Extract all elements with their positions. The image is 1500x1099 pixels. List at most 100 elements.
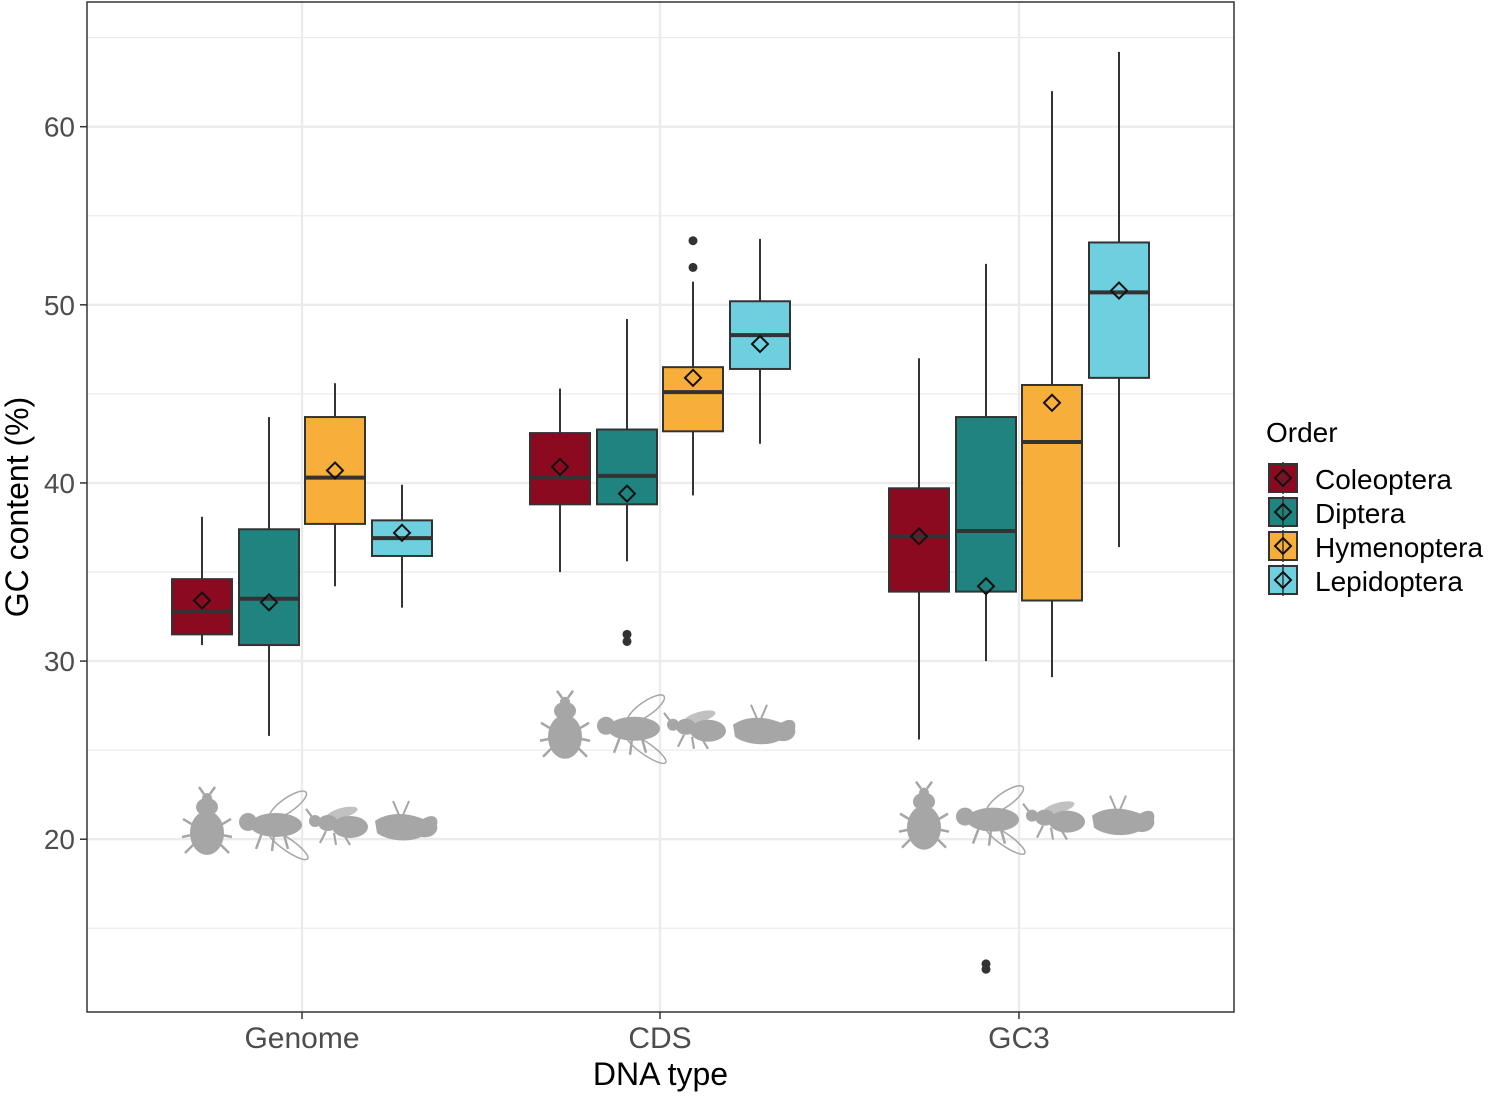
moth-icon <box>1092 795 1155 836</box>
fly-wing-lower <box>625 733 667 765</box>
insect-silhouettes <box>181 690 1155 861</box>
mean-marker <box>976 576 996 596</box>
box-iqr <box>171 578 233 636</box>
beetle-pronotum <box>554 701 576 720</box>
box-coleoptera-cds <box>529 388 591 573</box>
outlier-point <box>688 262 698 272</box>
box-diptera-genome <box>238 417 300 736</box>
wasp-abdomen <box>690 719 726 742</box>
outlier-point <box>688 236 698 246</box>
moth-icon <box>733 704 796 745</box>
box-iqr <box>1088 241 1150 379</box>
mean-marker <box>259 592 279 612</box>
beetle-icon <box>539 690 591 759</box>
legend-item-lepidoptera: Lepidoptera <box>1268 564 1463 597</box>
moth-antennae <box>1109 795 1127 811</box>
box-lepidoptera-gc3 <box>1088 51 1150 548</box>
fly-icon <box>239 790 309 861</box>
fly-wing-upper <box>985 785 1025 815</box>
wasp-icon <box>305 806 368 846</box>
fly-body <box>608 716 660 741</box>
wasp-legs <box>305 808 351 846</box>
legend-key-mean <box>1273 502 1293 522</box>
wasp-abdomen <box>1049 810 1085 833</box>
mean-marker <box>909 526 929 546</box>
mean-marker <box>392 523 412 543</box>
box-iqr <box>662 366 724 433</box>
y-axis-title: GC content (%) <box>0 397 35 618</box>
fly-wing-lower <box>267 829 309 861</box>
box-iqr <box>596 428 658 506</box>
beetle-head <box>202 792 212 803</box>
mean-marker <box>617 484 637 504</box>
moth-antennae <box>392 800 410 816</box>
beetle-icon <box>181 786 233 855</box>
fly-wing-upper <box>626 694 666 724</box>
legend: Order ColeopteraDipteraHymenopteraLepido… <box>1266 417 1484 597</box>
beetle-legs <box>181 786 233 854</box>
fly-wing-lower <box>984 824 1026 855</box>
wasp-head <box>667 718 679 731</box>
beetle-body <box>190 810 224 855</box>
wasp-icon <box>663 710 726 750</box>
wasp-legs <box>663 712 709 750</box>
fly-legs <box>971 827 1007 846</box>
wasp-abdomen <box>332 815 368 838</box>
legend-key-mean <box>1273 468 1293 488</box>
y-tick-label: 60 <box>44 112 75 143</box>
moth-antennae <box>750 704 768 720</box>
outlier-point <box>622 636 632 646</box>
box-hymenoptera-cds <box>662 236 724 496</box>
wasp-icon <box>1022 801 1085 841</box>
fly-head <box>956 807 974 826</box>
legend-label: Diptera <box>1315 498 1406 529</box>
axis-layer: 20 30 40 50 60 Genome CDS GC3 <box>44 112 1050 1055</box>
moth-icon <box>375 800 438 841</box>
mean-marker <box>683 368 703 388</box>
beetle-legs <box>539 690 591 758</box>
y-tick-label: 50 <box>44 290 75 321</box>
x-tick-label: GC3 <box>988 1022 1050 1055</box>
legend-title: Order <box>1266 417 1338 448</box>
beetle-icon <box>898 780 950 850</box>
y-tick-label: 40 <box>44 468 75 499</box>
box-lepidoptera-genome <box>371 484 433 608</box>
moth-wings <box>1092 808 1155 836</box>
wasp-wing <box>326 806 358 820</box>
box-hymenoptera-genome <box>304 383 366 587</box>
mean-marker <box>1042 393 1062 413</box>
box-hymenoptera-gc3 <box>1021 91 1083 678</box>
outlier-point <box>622 629 632 639</box>
box-iqr <box>529 432 591 506</box>
mean-marker <box>192 591 212 610</box>
beetle-body <box>907 805 941 850</box>
moth-wings <box>733 717 796 745</box>
wasp-legs <box>1022 802 1068 841</box>
box-iqr <box>238 528 300 647</box>
fly-legs <box>254 832 290 852</box>
box-lepidoptera-cds <box>729 238 791 444</box>
box-diptera-gc3 <box>955 263 1017 974</box>
fly-icon <box>956 785 1026 855</box>
legend-item-hymenoptera: Hymenoptera <box>1268 530 1484 563</box>
beetle-body <box>548 714 582 759</box>
box-iqr <box>304 416 366 525</box>
y-tick-label: 20 <box>44 824 75 855</box>
legend-label: Coleoptera <box>1315 464 1452 495</box>
mean-marker <box>325 461 345 480</box>
x-tick-label: Genome <box>244 1022 359 1055</box>
beetle-pronotum <box>913 792 935 811</box>
moth-wings <box>375 813 438 841</box>
box-coleoptera-genome <box>171 516 233 646</box>
mean-marker <box>750 334 770 354</box>
box-iqr <box>955 416 1017 593</box>
wasp-wing <box>684 710 716 724</box>
y-tick-label: 30 <box>44 646 75 677</box>
fly-body <box>967 807 1019 832</box>
beetle-pronotum <box>196 797 218 816</box>
beetle-legs <box>898 780 950 849</box>
x-tick-label: CDS <box>628 1022 691 1055</box>
fly-body <box>250 812 302 837</box>
legend-item-diptera: Diptera <box>1268 496 1406 529</box>
